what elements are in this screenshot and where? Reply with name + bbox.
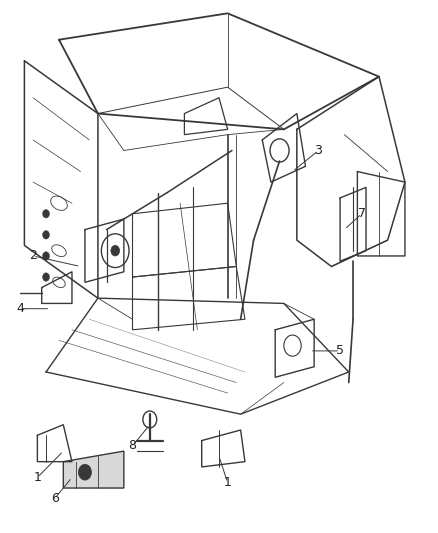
Text: 2: 2: [29, 249, 37, 262]
Circle shape: [42, 209, 49, 218]
Circle shape: [42, 273, 49, 281]
Text: 3: 3: [314, 144, 322, 157]
Circle shape: [111, 245, 120, 256]
Text: 5: 5: [336, 344, 344, 358]
Text: 6: 6: [51, 492, 59, 505]
Text: 7: 7: [358, 207, 366, 220]
Polygon shape: [64, 451, 124, 488]
Circle shape: [42, 231, 49, 239]
Text: 1: 1: [224, 477, 232, 489]
Circle shape: [42, 252, 49, 260]
Text: 4: 4: [16, 302, 24, 315]
Circle shape: [78, 464, 92, 480]
Text: 1: 1: [33, 471, 41, 484]
Text: 8: 8: [128, 439, 137, 453]
